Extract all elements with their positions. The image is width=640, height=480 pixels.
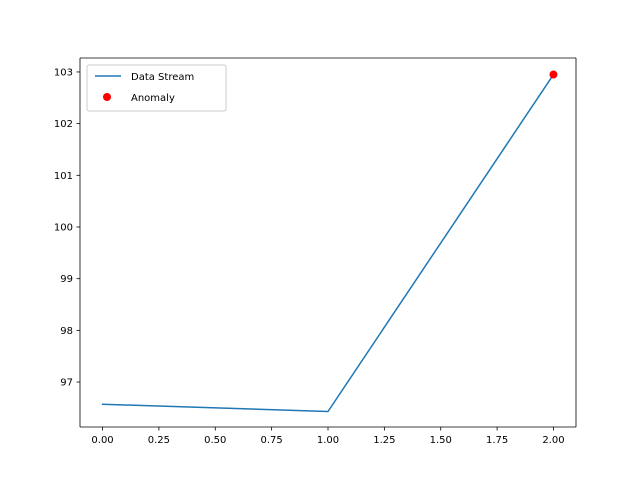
y-tick-label: 101 [54,171,73,182]
y-tick-label: 102 [54,119,73,130]
x-tick-label: 0.75 [261,435,283,446]
x-tick-label: 1.25 [373,435,395,446]
x-tick-label: 2.00 [542,435,564,446]
x-axis-ticks: 0.00 0.25 0.50 0.75 1.00 1.25 1.50 1.75 2.00 [91,427,565,446]
y-axis-ticks: 97 98 99 100 101 102 103 [54,67,80,389]
series-layer [101,70,558,413]
legend-label-anomaly: Anomaly [131,93,175,104]
legend-frame [86,64,227,112]
legend: Data Stream Anomaly [86,64,227,112]
y-tick-label: 103 [54,67,73,78]
x-tick-label: 1.75 [486,435,508,446]
x-tick-label: 0.25 [148,435,170,446]
x-tick-label: 0.50 [204,435,226,446]
x-tick-label: 1.50 [430,435,452,446]
series-line-data-stream [101,73,555,413]
y-tick-label: 100 [54,222,73,233]
y-tick-label: 97 [60,378,73,389]
x-tick-label: 0.00 [91,435,113,446]
y-tick-label: 99 [60,274,73,285]
axes-frame [79,57,577,428]
plot-area [80,58,576,427]
legend-swatch-anomaly [103,93,111,101]
x-tick-label: 1.00 [317,435,339,446]
legend-label-data-stream: Data Stream [131,72,194,83]
y-tick-label: 98 [60,326,73,337]
anomaly-point [549,70,558,79]
